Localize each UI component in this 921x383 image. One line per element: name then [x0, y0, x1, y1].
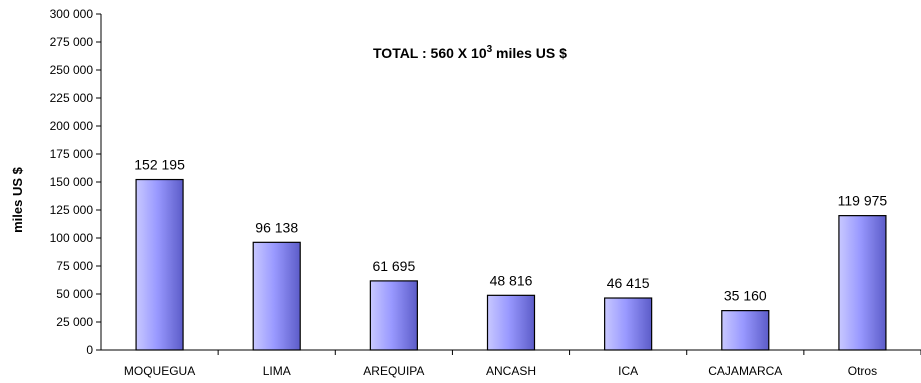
y-tick-label: 225 000: [50, 91, 94, 105]
x-tick-label: LIMA: [263, 364, 291, 378]
data-label-moquegua: 152 195: [134, 157, 185, 173]
total-annotation: TOTAL : 560 X 103 miles US $: [373, 44, 567, 61]
bar-ancash: [486, 294, 536, 351]
y-tick-label: 175 000: [50, 147, 94, 161]
x-tick-label: Otros: [848, 364, 877, 378]
total-annotation-suffix: miles US $: [492, 45, 567, 61]
y-tick-label: 25 000: [56, 315, 93, 329]
y-axis-ticks: 0 25 000 50 000 75 000 100 000 125 000 150 000…: [50, 7, 101, 357]
bar-ica: [604, 297, 653, 351]
y-tick-label: 300 000: [50, 7, 94, 21]
axes: [100, 14, 921, 351]
y-tick-label: 100 000: [50, 231, 94, 245]
y-tick-label: 50 000: [56, 287, 93, 301]
data-labels: 152 195 96 138 61 695 48 816 46 415 35 160 119…: [134, 157, 887, 304]
bar-cajamarca: [721, 310, 770, 351]
x-tick-label: ANCASH: [486, 364, 536, 378]
data-label-ancash: 48 816: [490, 272, 533, 288]
y-tick-label: 275 000: [50, 35, 94, 49]
y-tick-label: 150 000: [50, 175, 94, 189]
total-annotation-prefix: TOTAL : 560 X 10: [373, 45, 487, 61]
x-tick-label: MOQUEGUA: [124, 364, 195, 378]
y-tick-label: 250 000: [50, 63, 94, 77]
bar-arequipa: [369, 280, 418, 351]
total-annotation-superscript: 3: [487, 44, 493, 55]
bar-otros: [838, 215, 887, 351]
y-tick-label: 0: [86, 343, 93, 357]
data-label-arequipa: 61 695: [372, 258, 415, 274]
bar-lima: [252, 241, 301, 351]
y-axis-title: miles US $: [10, 166, 25, 233]
bar-moquegua: [135, 178, 184, 351]
x-axis-labels: MOQUEGUA LIMA AREQUIPA ANCASH ICA CAJAMARCA Ot…: [124, 350, 921, 378]
y-tick-label: 125 000: [50, 203, 94, 217]
y-tick-label: 200 000: [50, 119, 94, 133]
x-tick-label: ICA: [618, 364, 638, 378]
data-label-ica: 46 415: [607, 275, 650, 291]
data-label-cajamarca: 35 160: [724, 288, 767, 304]
data-label-lima: 96 138: [255, 219, 298, 235]
bars: [135, 178, 887, 351]
x-tick-label: CAJAMARCA: [708, 364, 782, 378]
x-tick-label: AREQUIPA: [363, 364, 424, 378]
data-label-otros: 119 975: [838, 193, 888, 209]
y-tick-label: 75 000: [56, 259, 93, 273]
